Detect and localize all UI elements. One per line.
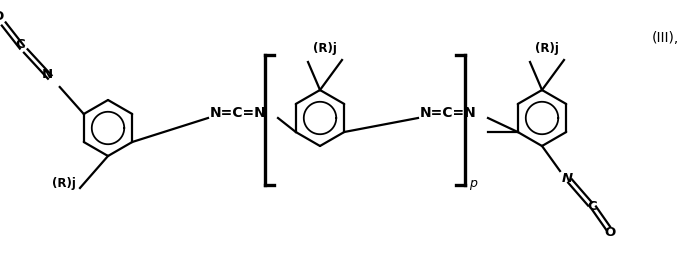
Text: N: N [42,68,53,81]
Text: p: p [469,177,477,190]
Text: O: O [0,10,3,23]
Text: (III),: (III), [652,31,679,45]
Text: N: N [561,172,572,185]
Text: N=C=N: N=C=N [210,106,267,120]
Text: C: C [587,199,597,212]
Text: (R)j: (R)j [313,42,337,55]
Text: N=C=N: N=C=N [420,106,477,120]
Text: (R)j: (R)j [535,42,559,55]
Text: O: O [605,225,616,238]
Text: C: C [15,38,24,51]
Text: (R)j: (R)j [52,177,76,190]
